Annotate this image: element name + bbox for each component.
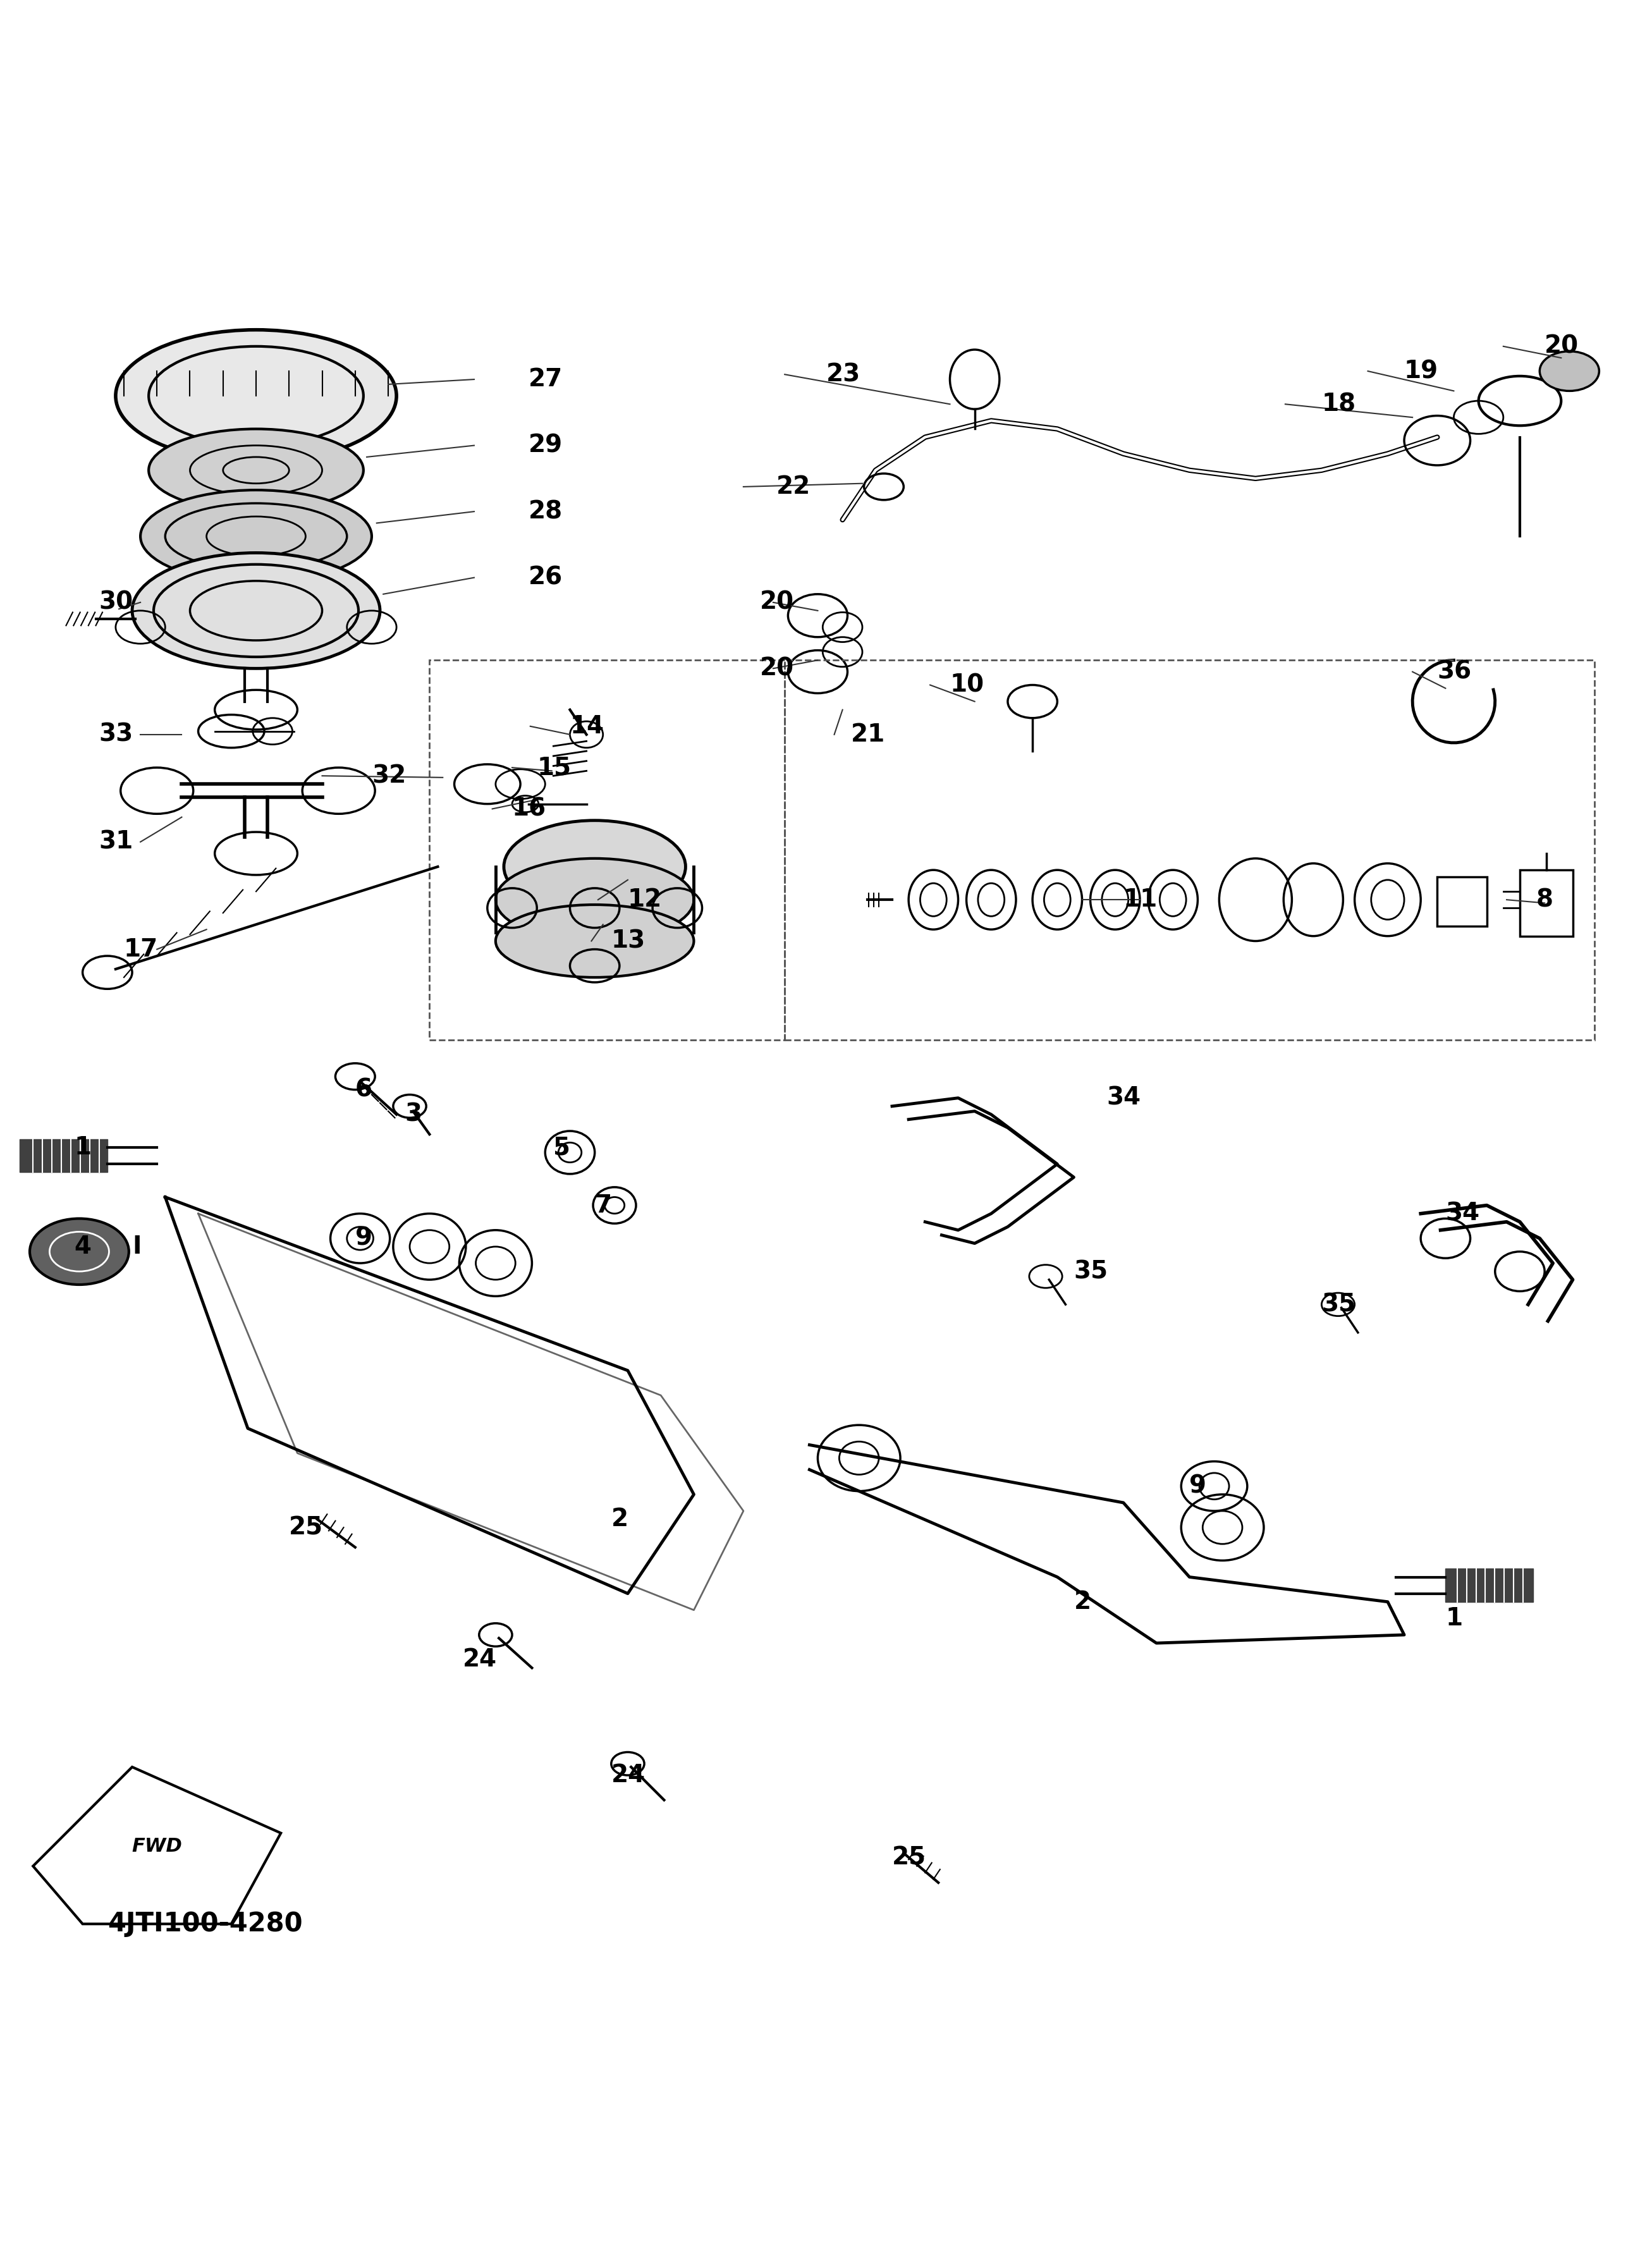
Text: 1: 1: [74, 1136, 91, 1160]
Text: 34: 34: [1107, 1086, 1142, 1111]
Text: 2: 2: [1074, 1590, 1090, 1613]
Ellipse shape: [30, 1219, 129, 1285]
Text: 34: 34: [1446, 1201, 1480, 1226]
Text: 24: 24: [463, 1647, 497, 1672]
Text: 28: 28: [529, 500, 563, 523]
Text: 26: 26: [529, 566, 563, 590]
Text: 8: 8: [1536, 887, 1553, 912]
Text: 20: 20: [1545, 335, 1579, 357]
Text: 23: 23: [826, 362, 861, 387]
Text: 7: 7: [595, 1194, 611, 1217]
Text: 3: 3: [405, 1102, 421, 1126]
Text: 16: 16: [512, 796, 547, 821]
Polygon shape: [20, 1140, 107, 1172]
Text: 29: 29: [529, 434, 563, 457]
Text: 18: 18: [1322, 391, 1356, 416]
Text: 11: 11: [1123, 887, 1158, 912]
Text: 5: 5: [553, 1136, 570, 1160]
Polygon shape: [33, 1767, 281, 1925]
Text: 32: 32: [372, 765, 406, 787]
Text: 20: 20: [760, 590, 795, 615]
Text: 4: 4: [74, 1235, 91, 1258]
Text: 33: 33: [99, 722, 134, 746]
Text: 2: 2: [611, 1506, 628, 1531]
Text: 31: 31: [99, 830, 134, 855]
Text: 30: 30: [99, 590, 134, 615]
Text: 4JTI100-4280: 4JTI100-4280: [107, 1911, 302, 1936]
Text: 35: 35: [1322, 1292, 1356, 1316]
Text: FWD: FWD: [132, 1837, 182, 1855]
Ellipse shape: [504, 821, 686, 914]
Text: 9: 9: [355, 1226, 372, 1251]
Text: 21: 21: [851, 722, 885, 746]
Text: 25: 25: [289, 1516, 324, 1540]
Text: 15: 15: [537, 756, 572, 780]
Text: 24: 24: [611, 1764, 646, 1787]
Text: 13: 13: [611, 930, 646, 952]
Text: 22: 22: [776, 475, 811, 498]
Bar: [1520, 871, 1573, 936]
Ellipse shape: [1540, 351, 1599, 391]
Text: 19: 19: [1404, 360, 1439, 382]
Ellipse shape: [140, 491, 372, 584]
Text: I: I: [132, 1235, 142, 1258]
Text: 17: 17: [124, 936, 159, 961]
Text: 14: 14: [570, 715, 605, 737]
Ellipse shape: [116, 330, 396, 461]
Text: 6: 6: [355, 1077, 372, 1102]
Text: 36: 36: [1437, 661, 1472, 683]
Bar: [1437, 878, 1487, 925]
Bar: [785, 661, 1594, 1041]
Ellipse shape: [149, 430, 363, 511]
Polygon shape: [1446, 1570, 1533, 1601]
Text: 9: 9: [1189, 1475, 1206, 1497]
Text: 12: 12: [628, 887, 662, 912]
Ellipse shape: [496, 860, 694, 941]
Ellipse shape: [496, 905, 694, 977]
Text: 25: 25: [892, 1846, 927, 1871]
Text: 27: 27: [529, 366, 563, 391]
Text: 10: 10: [950, 674, 985, 697]
Ellipse shape: [132, 552, 380, 670]
Bar: [430, 661, 785, 1041]
Text: 1: 1: [1446, 1606, 1462, 1631]
Text: 20: 20: [760, 656, 795, 681]
Text: 35: 35: [1074, 1260, 1108, 1283]
